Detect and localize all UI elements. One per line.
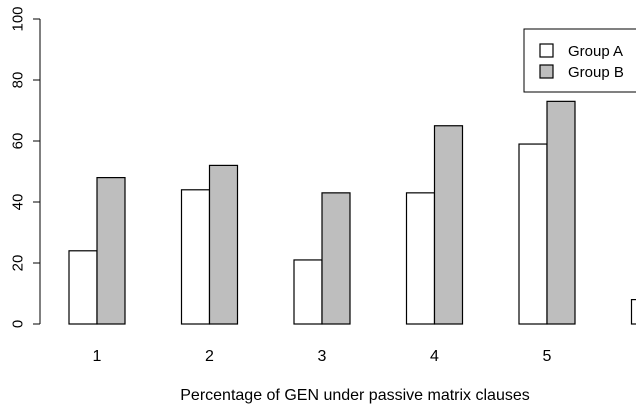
bar-group-a-5 [519, 144, 547, 324]
y-axis: 0 20 40 60 80 100 [10, 6, 41, 328]
bar-group-a-3 [294, 260, 322, 324]
bar-group-b-2 [210, 165, 238, 324]
legend: Group A Group B [524, 29, 636, 92]
x-tick-labels: 1234567 [93, 348, 636, 365]
y-tick-label: 100 [10, 6, 27, 31]
legend-box [524, 29, 636, 92]
legend-label: Group A [568, 43, 623, 60]
legend-swatch [540, 65, 553, 78]
bar-group-b-1 [97, 178, 125, 324]
bar-group-a-6 [632, 300, 636, 324]
x-tick-label: 1 [93, 348, 102, 365]
x-tick-label: 5 [543, 348, 552, 365]
y-tick-label: 60 [10, 133, 27, 150]
legend-swatch [540, 44, 553, 57]
x-tick-label: 4 [430, 348, 439, 365]
y-tick-label: 80 [10, 72, 27, 89]
y-tick-label: 40 [10, 194, 27, 211]
bar-group-b-3 [322, 193, 350, 324]
x-tick-label: 3 [318, 348, 327, 365]
bar-group-b-5 [547, 101, 575, 324]
y-tick-label: 20 [10, 255, 27, 272]
x-tick-label: 2 [205, 348, 214, 365]
y-tick-label: 0 [10, 320, 27, 328]
bar-group-a-4 [407, 193, 435, 324]
bar-group-b-4 [435, 126, 463, 324]
bar-group-a-2 [182, 190, 210, 324]
bars-group [69, 101, 636, 324]
x-axis-label: Percentage of GEN under passive matrix c… [180, 387, 530, 404]
bar-group-a-1 [69, 251, 97, 324]
legend-label: Group B [568, 64, 624, 81]
